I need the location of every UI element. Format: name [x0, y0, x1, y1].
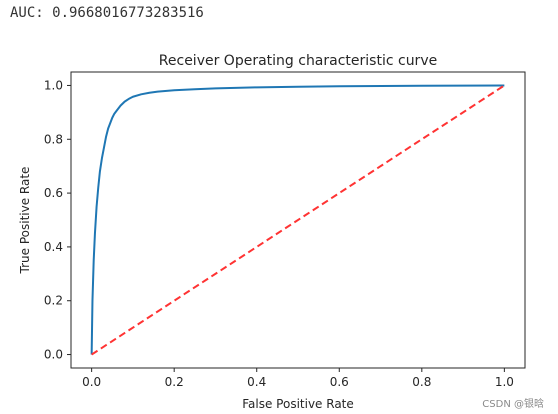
x-tick-label: 0.4: [247, 375, 266, 389]
y-tick-label: 0.8: [44, 132, 63, 146]
roc-curve-line: [90, 84, 505, 355]
y-axis-label: True Positive Rate: [18, 167, 32, 275]
y-tick-label: 0.4: [44, 240, 63, 254]
y-tick-label: 0.2: [44, 294, 63, 308]
x-ticks: 0.0 0.2 0.4 0.6 0.8 1.0: [82, 368, 514, 389]
y-tick-label: 1.0: [44, 78, 63, 92]
plot-content: [90, 84, 505, 356]
x-axis-label: False Positive Rate: [242, 397, 354, 411]
watermark-text: CSDN @银晗: [482, 399, 544, 410]
x-tick-label: 0.8: [412, 375, 431, 389]
chart-title: Receiver Operating characteristic curve: [159, 53, 437, 69]
y-tick-label: 0.0: [44, 348, 63, 362]
auc-output-text: AUC: 0.9668016773283516: [10, 5, 204, 21]
x-tick-label: 0.6: [330, 375, 349, 389]
x-tick-label: 0.2: [165, 375, 184, 389]
y-ticks: 0.0 0.2 0.4 0.6 0.8 1.0: [44, 78, 71, 362]
x-tick-label: 1.0: [495, 375, 514, 389]
x-tick-label: 0.0: [82, 375, 101, 389]
diagonal-reference-line: [91, 84, 505, 356]
axes-frame: [70, 71, 526, 369]
y-tick-label: 0.6: [44, 186, 63, 200]
